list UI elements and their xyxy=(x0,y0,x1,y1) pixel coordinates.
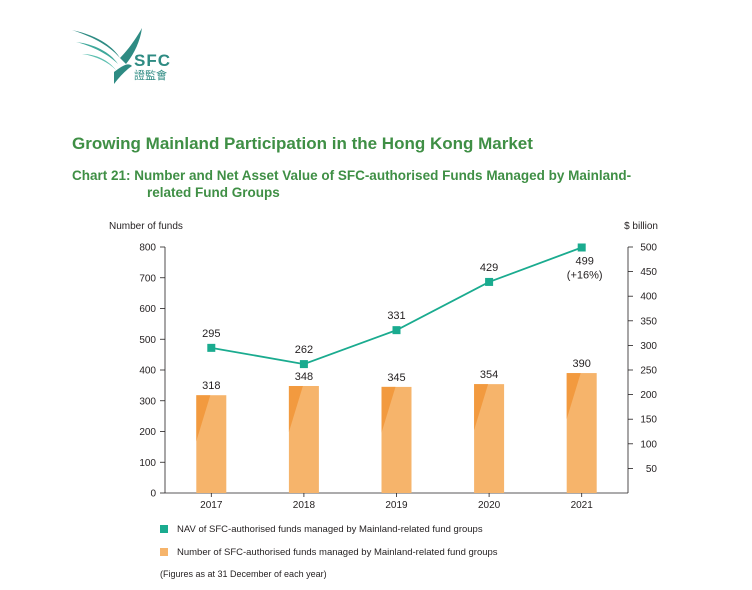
bar-value-label: 390 xyxy=(573,358,591,370)
x-tick-label: 2021 xyxy=(571,500,594,511)
sfc-logo-bird-icon xyxy=(72,28,142,84)
footnote: (Figures as at 31 December of each year) xyxy=(160,569,327,579)
y-right-tick-label: 100 xyxy=(640,439,657,450)
legend-label-nav: NAV of SFC-authorised funds managed by M… xyxy=(177,523,483,535)
y-right-tick-label: 350 xyxy=(640,316,657,327)
y-right-tick-label: 300 xyxy=(640,341,657,352)
bar-shade xyxy=(288,385,303,432)
bar-shade xyxy=(474,384,489,431)
chart-title-line1: Chart 21: Number and Net Asset Value of … xyxy=(72,168,632,183)
legend: NAV of SFC-authorised funds managed by M… xyxy=(160,523,498,569)
y-left-tick-label: 500 xyxy=(139,335,156,346)
nav-point xyxy=(577,243,586,252)
x-tick-label: 2018 xyxy=(293,500,316,511)
nav-value-label: 295 xyxy=(202,328,220,340)
bar-shade xyxy=(196,395,211,442)
y-right-tick-label: 250 xyxy=(640,366,657,377)
legend-item-nav: NAV of SFC-authorised funds managed by M… xyxy=(160,523,498,535)
legend-label-funds: Number of SFC-authorised funds managed b… xyxy=(177,546,498,558)
y-left-tick-label: 100 xyxy=(139,458,156,469)
nav-value-label: 499 xyxy=(576,255,594,267)
legend-swatch-funds xyxy=(160,548,168,556)
x-tick-label: 2019 xyxy=(385,500,408,511)
bar-value-label: 348 xyxy=(295,371,313,383)
y-right-axis-title: $ billion xyxy=(624,221,658,232)
logo-text: SFC 證監會 xyxy=(134,52,171,83)
logo-chinese-name: 證監會 xyxy=(134,70,167,82)
x-tick-label: 2017 xyxy=(200,500,223,511)
nav-line xyxy=(211,246,583,366)
y-left-tick-label: 0 xyxy=(150,489,156,500)
y-right-tick-label: 50 xyxy=(646,464,658,475)
legend-item-funds: Number of SFC-authorised funds managed b… xyxy=(160,546,498,558)
bar-shade xyxy=(381,386,396,433)
chart-title-line2: related Fund Groups xyxy=(147,185,280,200)
nav-point xyxy=(299,360,308,369)
nav-point xyxy=(485,277,494,286)
x-tick-label: 2020 xyxy=(478,500,501,511)
y-right-tick-label: 500 xyxy=(640,243,657,254)
logo-name: SFC xyxy=(134,51,171,70)
bar-value-label: 318 xyxy=(202,380,220,392)
nav-point xyxy=(392,326,401,335)
nav-point xyxy=(207,343,216,352)
y-left-tick-label: 700 xyxy=(139,273,156,284)
y-left-tick-label: 600 xyxy=(139,304,156,315)
y-right-tick-label: 200 xyxy=(640,390,657,401)
nav-value-label: 331 xyxy=(387,310,405,322)
y-left-axis-title: Number of funds xyxy=(109,221,183,232)
y-right-tick-label: 450 xyxy=(640,267,657,278)
y-left-tick-label: 300 xyxy=(139,396,156,407)
nav-value-label: 429 xyxy=(480,262,498,274)
y-right-tick-label: 400 xyxy=(640,292,657,303)
bar-value-label: 345 xyxy=(387,372,405,384)
y-left-tick-label: 800 xyxy=(139,243,156,254)
y-left-tick-label: 200 xyxy=(139,427,156,438)
y-left-tick-label: 400 xyxy=(139,366,156,377)
page-heading: Growing Mainland Participation in the Ho… xyxy=(72,134,533,153)
bar-shade xyxy=(566,373,581,420)
nav-value-label: 262 xyxy=(295,344,313,356)
chart-title: Chart 21: Number and Net Asset Value of … xyxy=(72,167,712,201)
bar-value-label: 354 xyxy=(480,369,498,381)
nav-change-annotation: (+16%) xyxy=(567,269,603,281)
legend-swatch-nav xyxy=(160,525,168,533)
y-right-tick-label: 150 xyxy=(640,415,657,426)
